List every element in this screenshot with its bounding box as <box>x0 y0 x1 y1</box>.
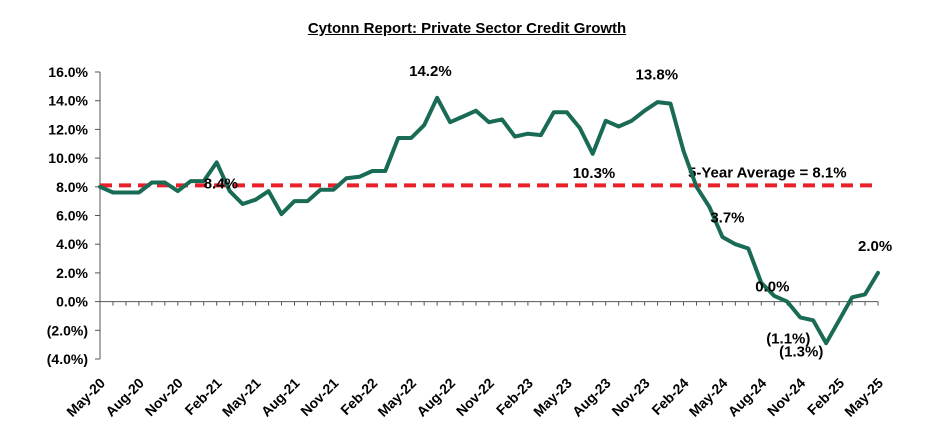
x-tick-label: May-23 <box>530 375 575 420</box>
y-tick-label: (4.0%) <box>47 351 88 367</box>
data-labels: 8.4% 14.2% 10.3% 13.8% 3.7% 0.0% (1.1%)(1.3%) 2… <box>204 63 893 360</box>
average-reference-label: 5-Year Average = 8.1% <box>688 164 847 181</box>
credit-growth-line <box>98 95 880 346</box>
x-tick-label: Feb-23 <box>493 375 536 418</box>
y-tick-label: 12.0% <box>48 121 88 137</box>
data-label: 10.3% <box>573 165 616 182</box>
x-tick-label: Aug-24 <box>725 375 770 420</box>
data-label: 3.7% <box>710 210 744 227</box>
series-group <box>98 95 880 346</box>
reference-line-group: 5-Year Average = 8.1% <box>100 164 878 188</box>
chart-title: Cytonn Report: Private Sector Credit Gro… <box>307 20 627 37</box>
y-axis: (4.0%) (2.0%) 0.0% 2.0% 4.0% 6.0% 8.0% 10.0% 12.… <box>47 64 101 367</box>
y-tick-label: 10.0% <box>48 150 88 166</box>
x-tick-label: May-22 <box>374 375 419 420</box>
y-tick-label: 2.0% <box>56 265 88 281</box>
x-tick-label: Feb-24 <box>648 375 691 418</box>
y-tick-label: 16.0% <box>48 64 88 80</box>
y-tick-label: 6.0% <box>56 208 88 224</box>
x-tick-label: Aug-22 <box>413 375 458 420</box>
x-tick-label: Feb-22 <box>337 375 380 418</box>
data-label: (1.1%) <box>766 330 810 347</box>
data-label: 8.4% <box>204 175 238 192</box>
y-tick-label: 8.0% <box>56 179 88 195</box>
x-tick-label: Nov-20 <box>142 375 186 419</box>
x-tick-label: May-20 <box>63 375 108 420</box>
x-tick-label: Nov-24 <box>764 375 808 419</box>
data-label: (1.3%) <box>779 343 823 360</box>
y-tick-label: (2.0%) <box>47 322 88 338</box>
x-tick-label: Feb-21 <box>182 375 225 418</box>
y-tick-label: 4.0% <box>56 236 88 252</box>
data-label: 0.0% <box>755 279 789 296</box>
x-axis: May-20Aug-20Nov-20Feb-21May-21Aug-21Nov-… <box>63 301 886 420</box>
x-tick-label: Feb-25 <box>804 375 847 418</box>
x-tick-label: May-25 <box>841 375 886 420</box>
x-tick-label: Nov-22 <box>453 375 497 419</box>
data-label: 13.8% <box>636 67 679 84</box>
data-label: 2.0% <box>858 238 892 255</box>
x-tick-label: Aug-23 <box>569 375 614 420</box>
data-label: 14.2% <box>409 63 452 80</box>
x-tick-label: May-24 <box>686 375 731 420</box>
x-tick-label: Nov-21 <box>297 375 341 419</box>
x-tick-label: Aug-21 <box>258 375 303 420</box>
x-tick-label: Nov-23 <box>608 375 652 419</box>
y-tick-label: 0.0% <box>56 294 88 310</box>
x-tick-label: May-21 <box>219 375 264 420</box>
x-tick-label: Aug-20 <box>102 375 147 420</box>
y-tick-label: 14.0% <box>48 93 88 109</box>
